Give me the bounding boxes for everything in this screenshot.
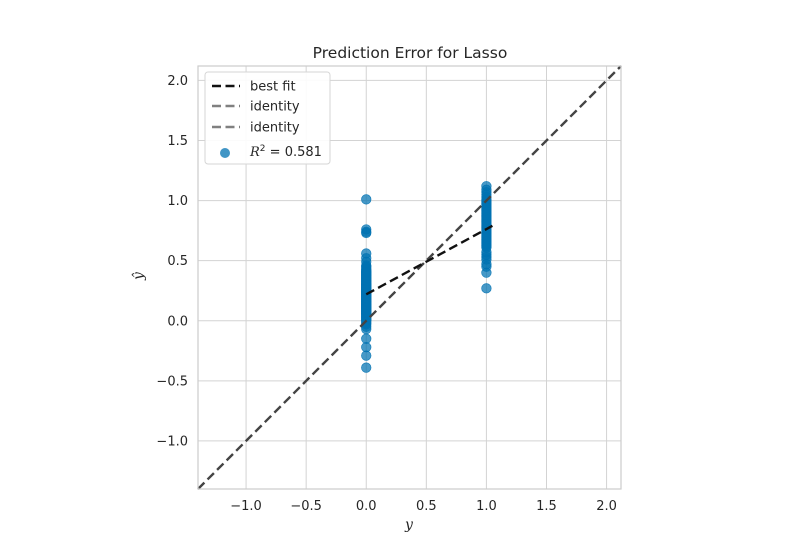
x-tick-label: −1.0 bbox=[230, 499, 262, 514]
legend-identity-label: identity bbox=[250, 100, 300, 115]
data-point bbox=[361, 362, 372, 373]
x-tick-label: 2.0 bbox=[596, 499, 617, 514]
data-point bbox=[361, 350, 372, 361]
legend-box bbox=[204, 71, 331, 165]
x-tick-label: 0.5 bbox=[416, 499, 437, 514]
data-point bbox=[361, 227, 372, 239]
best-fit-line bbox=[365, 224, 493, 296]
legend: best fit identity identity R2 = 0.581 bbox=[204, 71, 331, 165]
x-tick-label: 1.0 bbox=[476, 499, 497, 514]
y-tick-labels: −1.0 −0.5 0.0 0.5 1.0 1.5 2.0 bbox=[156, 74, 188, 450]
legend-r2-label: R2 = 0.581 bbox=[249, 144, 322, 160]
legend-r2-value: = 0.581 bbox=[266, 145, 322, 160]
x-tick-label: 1.5 bbox=[536, 499, 557, 514]
y-tick-label: −0.5 bbox=[156, 374, 188, 389]
y-tick-label: 2.0 bbox=[167, 74, 188, 89]
data-point bbox=[481, 241, 492, 252]
x-tick-label: 0.0 bbox=[356, 499, 377, 514]
y-axis-label: ŷ bbox=[130, 271, 147, 281]
scatter-points bbox=[361, 181, 492, 373]
y-tick-label: 1.0 bbox=[167, 194, 188, 209]
x-tick-labels: −1.0 −0.5 0.0 0.5 1.0 1.5 2.0 bbox=[230, 499, 617, 514]
identity-line bbox=[197, 65, 622, 490]
y-tick-label: 1.5 bbox=[167, 134, 188, 149]
data-point bbox=[481, 267, 492, 278]
legend-identity-label-2: identity bbox=[250, 121, 300, 136]
data-point bbox=[481, 283, 492, 294]
y-tick-label: 0.5 bbox=[167, 254, 188, 269]
y-tick-label: −1.0 bbox=[156, 434, 188, 449]
plot-frame bbox=[197, 65, 622, 490]
x-tick-label: −0.5 bbox=[290, 499, 322, 514]
legend-r2-symbol: R bbox=[249, 145, 260, 160]
data-point bbox=[361, 308, 372, 319]
legend-best-fit-label: best fit bbox=[250, 80, 296, 95]
legend-r2-superscript: 2 bbox=[260, 144, 266, 154]
x-axis-label: y bbox=[404, 517, 414, 533]
y-tick-label: 0.0 bbox=[167, 314, 188, 329]
data-point bbox=[361, 194, 372, 205]
y-gridlines bbox=[198, 79, 621, 442]
chart-title: Prediction Error for Lasso bbox=[313, 44, 508, 62]
legend-r2-marker bbox=[220, 148, 230, 158]
